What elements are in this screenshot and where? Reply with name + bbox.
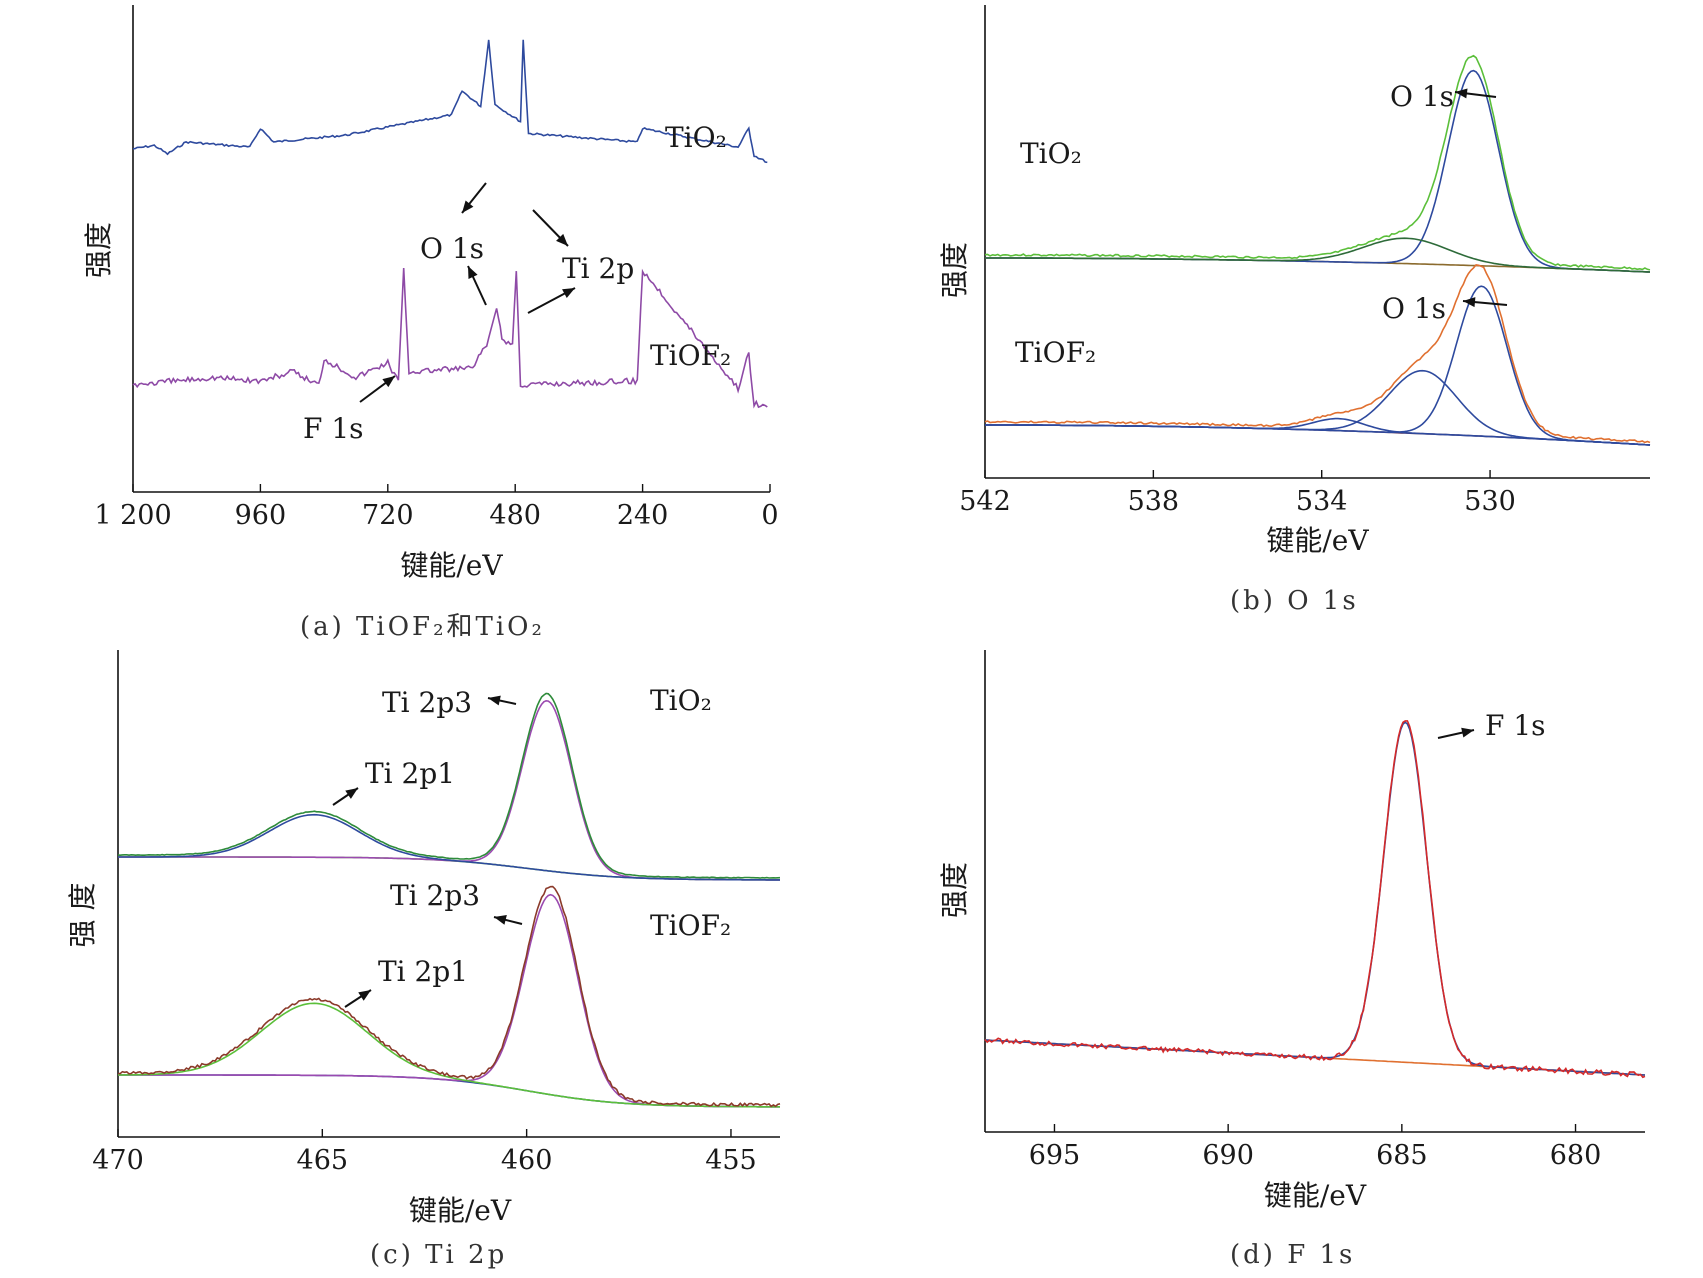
chart-a-arrow-o1s-bottom-head — [468, 266, 478, 279]
chart-a-arrow-ti2p-top-head — [556, 233, 568, 246]
chart-d-tick-label: 695 — [1029, 1140, 1081, 1171]
chart-c-arrow-2p3-tio2-head — [488, 695, 501, 706]
chart-a-tick-label: 480 — [489, 500, 541, 531]
chart-a-label-tiof2: TiOF₂ — [650, 339, 731, 372]
chart-c-label-tio2: TiO₂ — [650, 684, 712, 717]
chart-c-svg: 470 465 460 455 键能/eV 强 度 TiO₂ TiOF₂ Ti 2p3 Ti 2p… — [66, 650, 781, 1227]
chart-b-component-line — [985, 417, 1651, 446]
chart-a-tick-label: 0 — [761, 500, 778, 531]
chart-c-ylabel: 强 度 — [66, 883, 99, 948]
chart-c-arrow-2p1-tio2-head — [345, 788, 358, 799]
chart-d-raw-line — [984, 720, 1646, 1079]
chart-b-xlabel: 键能/eV — [1266, 524, 1369, 557]
chart-c-envelope-line — [117, 885, 781, 1108]
chart-d-xlabel: 键能/eV — [1264, 1179, 1367, 1212]
chart-c-label-2p1-tiof2: Ti 2p1 — [378, 955, 468, 988]
chart-a: 1 200 960 720 480 240 0 键能/eV 强度 TiO₂ TiOF₂ O 1s Ti… — [0, 0, 820, 620]
chart-a-tick-label: 240 — [617, 500, 669, 531]
chart-d-ylabel: 强度 — [938, 862, 971, 918]
chart-c-component-line — [118, 1002, 780, 1108]
chart-c-label-2p1-tio2: Ti 2p1 — [365, 757, 455, 790]
chart-c-envelope-line — [117, 692, 781, 879]
chart-b-baseline — [985, 257, 1651, 273]
chart-b-label-tio2: TiO₂ — [1020, 137, 1082, 170]
chart-a-xlabel: 键能/eV — [400, 549, 503, 582]
chart-a-arrow-o1s-top-head — [462, 200, 474, 213]
chart-d-tick-label: 680 — [1550, 1140, 1602, 1171]
chart-b-label-tiof2: TiOF₂ — [1015, 336, 1096, 369]
chart-c-arrow-2p1-tiof2-head — [358, 990, 371, 1001]
chart-b-component-line — [985, 369, 1651, 446]
chart-d-fit-line — [984, 721, 1646, 1076]
chart-b-tick-label: 542 — [959, 486, 1011, 517]
chart-b-component-line — [985, 69, 1651, 273]
chart-b-arrow-tio2-head — [1455, 88, 1468, 99]
chart-b-tick-label: 534 — [1296, 486, 1348, 517]
caption-a: (a) TiOF₂和TiO₂ — [300, 612, 545, 642]
chart-d-tick-label: 685 — [1376, 1140, 1428, 1171]
chart-b-tick-label: 530 — [1464, 486, 1516, 517]
chart-a-series-line — [132, 39, 768, 164]
chart-a-label-tio2: TiO₂ — [665, 121, 727, 154]
chart-a-tick-label: 960 — [235, 500, 287, 531]
chart-b-component-line — [985, 237, 1651, 273]
chart-b-svg: 542 538 534 530 键能/eV 强度 TiO₂ TiOF₂ O 1s O 1s — [938, 5, 1651, 557]
chart-d-arrow-f1s-head — [1461, 727, 1474, 738]
chart-a-annot-f1s: F 1s — [303, 412, 364, 445]
chart-b-arrow-tiof2-head — [1463, 297, 1476, 308]
chart-d: 695 690 685 680 键能/eV 强度 F 1s — [860, 645, 1703, 1225]
chart-b: 542 538 534 530 键能/eV 强度 TiO₂ TiOF₂ O 1s O 1s — [860, 0, 1703, 600]
caption-c: (c) Ti 2p — [370, 1240, 508, 1270]
chart-c-arrow-2p3-tiof2-head — [494, 915, 507, 925]
chart-c: 470 465 460 455 键能/eV 强 度 TiO₂ TiOF₂ Ti 2p3 Ti 2p… — [0, 645, 820, 1227]
chart-d-tick-label: 690 — [1202, 1140, 1254, 1171]
chart-a-annot-ti2p: Ti 2p — [562, 252, 634, 285]
chart-d-svg: 695 690 685 680 键能/eV 强度 F 1s — [938, 650, 1646, 1212]
chart-a-arrow-f1s-head — [382, 376, 395, 388]
chart-c-tick-label: 460 — [501, 1145, 553, 1176]
chart-c-label-tiof2: TiOF₂ — [650, 909, 731, 942]
chart-c-component-line — [118, 813, 780, 881]
chart-b-tick-label: 538 — [1128, 486, 1180, 517]
chart-a-annot-o1s: O 1s — [420, 232, 484, 265]
caption-b: (b) O 1s — [1230, 586, 1359, 616]
chart-c-label-2p3-tiof2: Ti 2p3 — [390, 879, 480, 912]
chart-c-xlabel: 键能/eV — [409, 1194, 512, 1225]
chart-c-tick-label: 465 — [297, 1145, 349, 1176]
caption-d: (d) F 1s — [1230, 1240, 1356, 1270]
chart-a-tick-label: 1 200 — [94, 500, 171, 531]
chart-b-envelope-line — [984, 264, 1651, 444]
chart-b-peak-label-tiof2: O 1s — [1382, 292, 1446, 325]
chart-a-series-line — [132, 267, 768, 409]
chart-b-peak-label-tio2: O 1s — [1390, 80, 1454, 113]
chart-b-envelope-line — [984, 54, 1651, 271]
chart-c-tick-label: 455 — [705, 1145, 757, 1176]
chart-a-svg: 1 200 960 720 480 240 0 键能/eV 强度 TiO₂ TiOF₂ O 1s Ti… — [82, 5, 779, 582]
chart-c-label-2p3-tio2: Ti 2p3 — [382, 686, 472, 719]
chart-d-peak-label: F 1s — [1485, 709, 1546, 742]
chart-a-ylabel: 强度 — [82, 222, 115, 278]
chart-a-arrow-ti2p-bottom-head — [562, 288, 575, 299]
chart-c-tick-label: 470 — [92, 1145, 144, 1176]
chart-a-tick-label: 720 — [362, 500, 414, 531]
chart-b-ylabel: 强度 — [938, 242, 971, 298]
